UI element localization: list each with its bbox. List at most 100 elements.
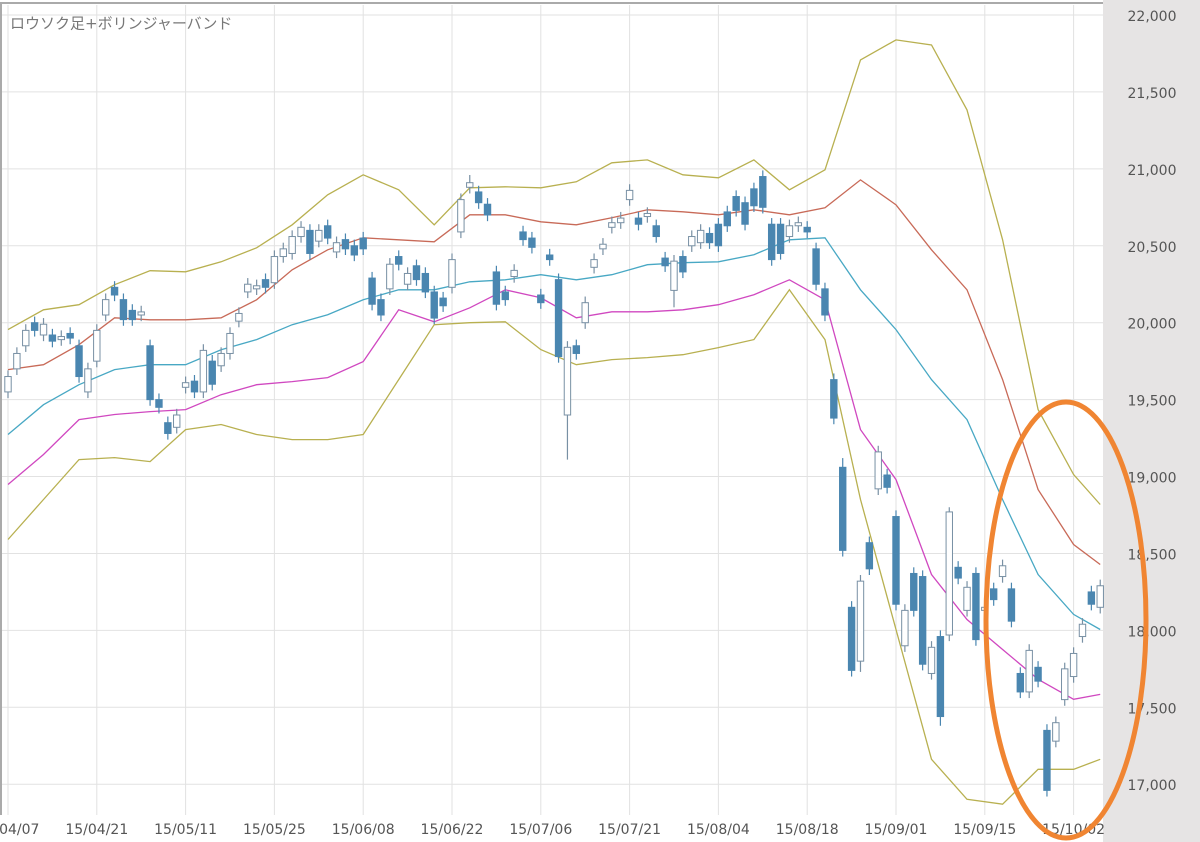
candle-body [590, 259, 598, 268]
candle-body [386, 263, 394, 290]
candle-body [634, 217, 643, 225]
labels: 17,000 17,500 18,000 18,500 19,000 19,500 20,0… [0, 9, 1177, 838]
candle-body [812, 248, 820, 285]
candle-body [696, 229, 705, 244]
candle-body [581, 302, 589, 324]
candle-body [226, 332, 234, 354]
candle-body [1078, 623, 1087, 638]
candle-body [22, 329, 30, 347]
candle-body [705, 232, 714, 244]
axis-panel [1103, 0, 1200, 842]
candle-body [30, 322, 39, 331]
candle-body [537, 294, 545, 304]
candle-body [13, 352, 21, 370]
x-tick-label: 15/08/04 [687, 822, 750, 838]
candle-body [572, 345, 581, 354]
candle-body [377, 299, 385, 316]
y-tick-label: 21,500 [1128, 86, 1177, 102]
candle-body [119, 299, 128, 321]
candle-body [954, 566, 962, 579]
x-tick-label: 15/06/08 [332, 822, 395, 838]
y-tick-label: 18,500 [1128, 547, 1177, 563]
candle-body [128, 309, 137, 321]
candle-body [545, 254, 554, 261]
x-tick-label: 15/09/01 [865, 822, 928, 838]
candle-body [84, 368, 92, 393]
candle-body [75, 345, 83, 378]
x-tick-label: 15/06/22 [421, 822, 484, 838]
candle-body [457, 199, 465, 233]
x-tick-label: 15/09/15 [953, 822, 1016, 838]
candle-body [599, 243, 607, 250]
candle-body [847, 606, 856, 671]
candle-body [1043, 729, 1051, 791]
candle-body [110, 286, 119, 296]
candle-body [936, 636, 945, 718]
candle-body [4, 376, 12, 393]
candle-body [945, 511, 953, 636]
candle-body [66, 332, 74, 339]
x-tick-label: 15/04/21 [65, 822, 128, 838]
candle-body [839, 466, 847, 551]
candle-body [563, 346, 572, 416]
candle-body [643, 212, 652, 218]
candle-body [412, 265, 421, 281]
candle-body [57, 336, 65, 341]
candle-body [261, 279, 270, 288]
x-tick-label: 15/05/11 [154, 822, 217, 838]
x-tick-label: 15/07/21 [598, 822, 661, 838]
candle-body [466, 182, 474, 188]
candles [4, 170, 1104, 797]
candle-body [1069, 652, 1078, 678]
candle-body [235, 312, 243, 322]
candle-body [750, 188, 758, 207]
candle-body [927, 646, 936, 674]
bollinger-band [7, 39, 1101, 505]
candle-body [759, 176, 767, 208]
candle-body [963, 586, 971, 611]
candle-body [661, 257, 669, 267]
candle-body [1034, 666, 1042, 682]
candle-body [1016, 672, 1025, 693]
y-tick-label: 20,000 [1128, 317, 1177, 333]
candle-body [528, 237, 536, 248]
candle-body [776, 223, 785, 254]
candle-body [625, 189, 634, 201]
candle-body [1025, 649, 1033, 693]
x-tick-label: 15/04/07 [0, 822, 39, 838]
candle-body [519, 231, 527, 241]
candle-body [1061, 668, 1069, 701]
candle-body [315, 229, 323, 242]
candle-body [794, 222, 803, 227]
candle-body [297, 226, 305, 238]
candle-body [341, 239, 350, 250]
candle-body [208, 360, 216, 385]
candle-body [244, 283, 252, 293]
candle-body [270, 256, 279, 284]
candle-body [483, 203, 492, 216]
candle-body [359, 237, 367, 250]
candle-body [492, 271, 501, 305]
candle-body [901, 609, 909, 647]
highlight-ellipse [983, 399, 1149, 841]
candle-body [874, 451, 882, 490]
candle-body [670, 260, 678, 291]
chart-title: ロウソク足+ボリンジャーバンド [10, 15, 232, 33]
candle-body [679, 256, 687, 273]
candle-body [474, 191, 483, 204]
bollinger-band [7, 179, 1101, 566]
y-tick-label: 18,000 [1128, 624, 1177, 640]
x-tick-label: 15/05/25 [243, 822, 306, 838]
candle-body [448, 259, 456, 288]
candle-body [803, 226, 811, 233]
candle-body [39, 323, 48, 336]
candle-body [608, 222, 616, 228]
candle-body [421, 272, 430, 293]
candle-body [652, 225, 660, 238]
candle-body [101, 299, 110, 316]
candle-body [688, 236, 696, 247]
candle-body [821, 288, 829, 316]
candle-body [617, 217, 625, 224]
candle-body [288, 236, 296, 254]
